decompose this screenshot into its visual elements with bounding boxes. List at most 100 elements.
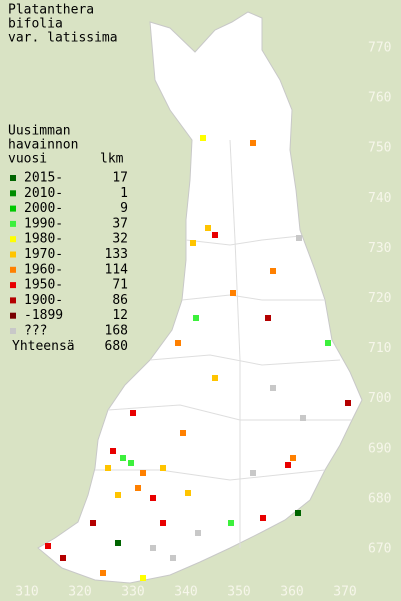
cell <box>120 455 126 461</box>
legend-label: 1900- <box>24 293 63 308</box>
legend-count: 12 <box>112 308 128 323</box>
legend-label: 1970- <box>24 247 63 262</box>
legend-header: Uusimman <box>8 124 71 139</box>
legend: 2015- 17 2010- 1 2000- 9 1990- 37 1980- 32 1970- 13… <box>10 171 128 354</box>
observation-cells <box>45 135 351 581</box>
y-tick-label: 760 <box>368 91 391 106</box>
x-tick-label: 340 <box>174 585 197 600</box>
border <box>181 294 325 301</box>
legend-swatch <box>10 282 16 289</box>
total-label: Yhteensä <box>12 339 75 354</box>
cell <box>175 340 181 346</box>
region-borders <box>95 139 352 548</box>
x-tick-label: 320 <box>68 585 91 600</box>
x-tick-label: 370 <box>333 585 356 600</box>
cell <box>160 520 166 526</box>
cell <box>185 490 191 496</box>
cell <box>135 485 141 491</box>
cell <box>160 465 166 471</box>
legend-label: 1960- <box>24 262 63 277</box>
legend-label: ??? <box>24 324 47 339</box>
x-tick-label: 310 <box>15 585 38 600</box>
cell <box>250 140 256 146</box>
cell <box>105 465 111 471</box>
cell <box>45 543 51 549</box>
total-count: 680 <box>105 339 128 354</box>
legend-swatch <box>10 297 16 304</box>
y-tick-label: 740 <box>368 191 391 206</box>
axes: 310 320 330 340 350 360 370 770 760 750 740 730 720 7… <box>15 41 391 600</box>
y-tick-label: 680 <box>368 491 391 506</box>
cell <box>230 290 236 296</box>
cell <box>90 520 96 526</box>
legend-swatch <box>10 205 16 212</box>
legend-count: 133 <box>105 247 128 262</box>
border <box>95 469 326 481</box>
cell <box>110 448 116 454</box>
title-line: var. latissima <box>8 31 118 46</box>
y-tick-label: 770 <box>368 41 391 56</box>
legend-label: -1899 <box>24 308 63 323</box>
y-tick-label: 730 <box>368 241 391 256</box>
finland-outline <box>37 11 363 584</box>
y-tick-label: 690 <box>368 441 391 456</box>
cell <box>260 515 266 521</box>
legend-label: 1950- <box>24 278 63 293</box>
x-tick-label: 360 <box>280 585 303 600</box>
cell <box>325 340 331 346</box>
legend-swatch <box>10 175 16 181</box>
border <box>107 404 352 421</box>
legend-swatch <box>10 190 16 197</box>
y-tick-label: 750 <box>368 141 391 156</box>
cell <box>345 400 351 406</box>
cell <box>228 520 234 526</box>
cell <box>60 555 66 561</box>
cell <box>270 268 276 274</box>
cell <box>130 410 136 416</box>
cell <box>140 470 146 476</box>
border <box>149 354 341 366</box>
cell <box>180 430 186 436</box>
cell <box>193 315 199 321</box>
cell <box>295 510 301 516</box>
legend-count: 32 <box>112 232 128 247</box>
y-tick-label: 700 <box>368 391 391 406</box>
legend-label: 2015- <box>24 171 63 186</box>
cell <box>212 232 218 238</box>
title-line: Platanthera <box>8 3 94 18</box>
legend-label: 1980- <box>24 232 63 247</box>
cell <box>128 460 134 466</box>
cell <box>270 385 276 391</box>
legend-swatch <box>10 266 16 273</box>
legend-header: havainnon <box>8 138 78 153</box>
cell <box>285 462 291 468</box>
legend-count: 17 <box>112 171 128 186</box>
legend-label: 2010- <box>24 186 63 201</box>
legend-count: 37 <box>112 216 128 231</box>
cell <box>212 375 218 381</box>
legend-label: 1990- <box>24 216 63 231</box>
cell <box>296 235 302 241</box>
legend-swatch <box>10 251 16 258</box>
y-tick-label: 720 <box>368 291 391 306</box>
legend-count: 1 <box>120 186 128 201</box>
x-tick-label: 330 <box>121 585 144 600</box>
cell <box>115 492 121 498</box>
cell <box>290 455 296 461</box>
legend-count: 9 <box>120 201 128 216</box>
cell <box>265 315 271 321</box>
legend-header: vuosi <box>8 152 47 167</box>
cell <box>150 495 156 501</box>
cell <box>115 540 121 546</box>
cell <box>150 545 156 551</box>
y-tick-label: 670 <box>368 542 391 557</box>
legend-count: 71 <box>112 278 128 293</box>
cell <box>190 240 196 246</box>
cell <box>250 470 256 476</box>
x-tick-label: 350 <box>227 585 250 600</box>
legend-count: 168 <box>105 324 128 339</box>
cell <box>195 530 201 536</box>
cell <box>205 225 211 231</box>
cell <box>100 570 106 576</box>
cell <box>140 575 146 581</box>
